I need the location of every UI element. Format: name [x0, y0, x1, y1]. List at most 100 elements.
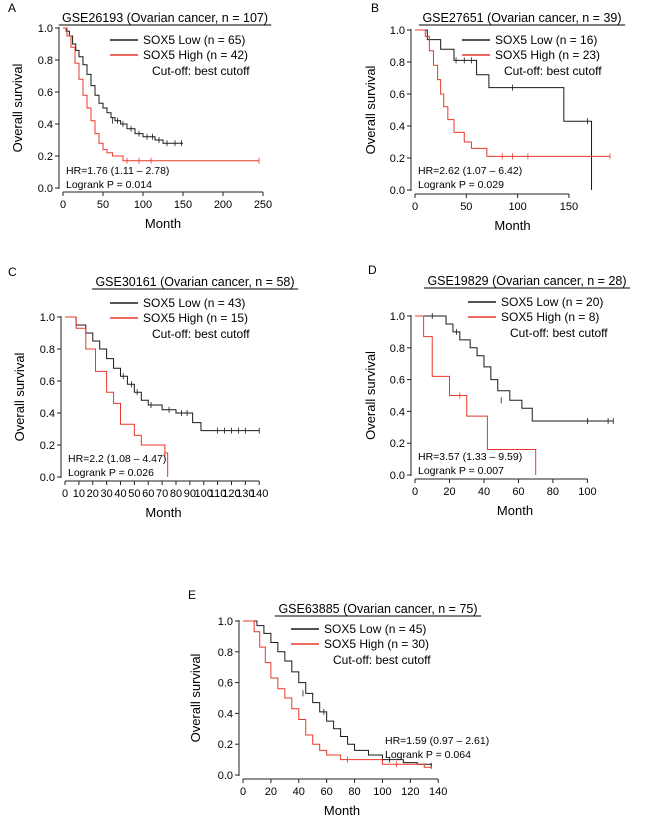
panel-c-ylabel: Overall survival — [12, 352, 27, 441]
panel-e-x-tick-label: 0 — [240, 786, 246, 798]
panel-a-y-tick-label: 1.0 — [38, 23, 53, 35]
panel-d-cutoff: Cut-off: best cutoff — [510, 326, 608, 340]
panel-c-x-tick-label: 10 — [73, 488, 85, 500]
panel-b-y-tick-label: 0.4 — [390, 121, 405, 133]
panel-e-y-tick-label: 0.4 — [218, 708, 233, 720]
panel-d-curve-high — [415, 315, 537, 475]
panel-b-y-tick-label: 0.8 — [390, 57, 405, 69]
panel-d-x-tick-label: 0 — [412, 486, 418, 498]
panel-c-logrank: Logrank P = 0.026 — [68, 467, 154, 479]
panel-e-curve-high — [243, 620, 432, 768]
panel-d-x-tick-label: 40 — [478, 486, 490, 498]
panel-a-ylabel: Overall survival — [10, 63, 25, 152]
panel-c-y-tick-label: 0.2 — [40, 440, 55, 452]
panel-e-curve-low — [243, 620, 432, 766]
panel-e-hr: HR=1.59 (0.97 – 2.61) — [385, 735, 489, 747]
panel-a-title: GSE26193 (Ovarian cancer, n = 107) — [62, 11, 268, 25]
panel-c-title: GSE30161 (Ovarian cancer, n = 58) — [95, 275, 294, 289]
panel-e-x-tick-label: 120 — [401, 786, 419, 798]
panel-e-x-tick-label: 40 — [293, 786, 305, 798]
panel-c-label: C — [8, 265, 17, 279]
panel-c-x-tick-label: 0 — [62, 488, 68, 500]
panel-e-x-tick-label: 60 — [321, 786, 333, 798]
panel-c-x-tick-label: 70 — [156, 488, 168, 500]
panel-c-x-tick-label: 80 — [170, 488, 182, 500]
panel-b-y-tick-label: 0.0 — [390, 185, 405, 197]
panel-a-x-tick-label: 100 — [134, 199, 152, 211]
panel-a-y-tick-label: 0.6 — [38, 87, 53, 99]
panel-d-y-tick-label: 0.4 — [390, 406, 405, 418]
panel-a-x-tick-label: 0 — [60, 199, 66, 211]
panel-e-label: E — [188, 588, 196, 602]
panel-d-y-tick-label: 0.8 — [390, 343, 405, 355]
panel-e-x-tick-label: 140 — [429, 786, 447, 798]
panel-b-label: B — [371, 1, 379, 15]
panel-c-hr: HR=2.2 (1.08 – 4.47) — [68, 453, 166, 465]
panel-b-logrank: Logrank P = 0.029 — [418, 179, 504, 191]
panel-a-x-tick-label: 200 — [214, 199, 232, 211]
panel-c-x-tick-label: 110 — [209, 488, 227, 500]
panel-c-x-tick-label: 40 — [114, 488, 126, 500]
panel-a-x-tick-label: 150 — [174, 199, 192, 211]
panel-e-legend-entry-low: SOX5 Low (n = 45) — [324, 622, 426, 636]
panel-d-label: D — [368, 263, 377, 277]
panel-c-curve-low — [65, 316, 260, 432]
panel-d-x-tick-label: 100 — [578, 486, 596, 498]
panel-d-xlabel: Month — [497, 503, 533, 518]
panel-c-x-tick-label: 60 — [142, 488, 154, 500]
panel-c-x-tick-label: 90 — [184, 488, 196, 500]
panel-d-y-tick-label: 1.0 — [390, 311, 405, 323]
panel-d-y-tick-label: 0.2 — [390, 438, 405, 450]
panel-e-logrank: Logrank P = 0.064 — [385, 749, 471, 761]
panel-d-curve-low — [415, 315, 614, 422]
panel-b-y-tick-label: 0.6 — [390, 89, 405, 101]
panel-d-x-tick-label: 80 — [547, 486, 559, 498]
panel-b-x-tick-label: 150 — [560, 201, 578, 213]
panel-d-legend-entry-high: SOX5 High (n = 8) — [501, 310, 599, 324]
panel-c-curve-high — [65, 316, 169, 477]
panel-c-x-tick-label: 30 — [100, 488, 112, 500]
panel-e-legend-entry-high: SOX5 High (n = 30) — [324, 637, 429, 651]
panel-d-logrank: Logrank P = 0.007 — [418, 465, 504, 477]
panel-e-x-tick-label: 20 — [265, 786, 277, 798]
panel-a-hr: HR=1.76 (1.11 – 2.78) — [66, 165, 169, 177]
panel-b-curve-high — [415, 29, 610, 157]
panel-e-xlabel: Month — [324, 803, 360, 818]
panel-d-ylabel: Overall survival — [363, 351, 378, 440]
panel-d-legend-entry-low: SOX5 Low (n = 20) — [501, 295, 603, 309]
panel-a-y-tick-label: 0.4 — [38, 119, 53, 131]
panel-c-x-tick-label: 130 — [236, 488, 254, 500]
panel-c-y-tick-label: 0.8 — [40, 344, 55, 356]
panel-b-legend-entry-low: SOX5 Low (n = 16) — [495, 33, 597, 47]
panel-a-legend-entry-low: SOX5 Low (n = 65) — [143, 33, 245, 47]
panel-e-y-tick-label: 0.0 — [218, 770, 233, 782]
panel-b-legend-entry-high: SOX5 High (n = 23) — [495, 48, 600, 62]
panel-d-x-tick-label: 60 — [512, 486, 524, 498]
panel-a-curve-high — [63, 27, 259, 162]
panel-d-title: GSE19829 (Ovarian cancer, n = 28) — [427, 274, 626, 288]
panel-a-xlabel: Month — [145, 216, 181, 231]
panel-a-x-tick-label: 50 — [97, 199, 109, 211]
panel-c-y-tick-label: 0.4 — [40, 408, 55, 420]
panel-e-ylabel: Overall survival — [188, 653, 203, 742]
panel-c-cutoff: Cut-off: best cutoff — [152, 327, 250, 341]
panel-c-x-tick-label: 20 — [87, 488, 99, 500]
panel-b-cutoff: Cut-off: best cutoff — [504, 64, 602, 78]
panel-b-curve-low — [415, 29, 593, 190]
panel-e-cutoff: Cut-off: best cutoff — [333, 653, 431, 667]
panel-a-y-tick-label: 0.0 — [38, 183, 53, 195]
panel-a-curve-low — [63, 27, 183, 144]
panel-c-x-tick-label: 140 — [250, 488, 268, 500]
panel-b-xlabel: Month — [494, 218, 530, 233]
panel-c-y-tick-label: 1.0 — [40, 312, 55, 324]
panel-b-x-tick-label: 0 — [412, 201, 418, 213]
panel-b-hr: HR=2.62 (1.07 – 6.42) — [418, 165, 522, 177]
panel-b-ylabel: Overall survival — [363, 65, 378, 154]
panel-d-x-tick-label: 20 — [443, 486, 455, 498]
panel-c-legend-entry-high: SOX5 High (n = 15) — [143, 311, 248, 325]
panel-a-legend-entry-high: SOX5 High (n = 42) — [143, 48, 248, 62]
panel-a-x-tick-label: 250 — [254, 199, 272, 211]
panel-a-y-tick-label: 0.2 — [38, 151, 53, 163]
panel-e-y-tick-label: 0.8 — [218, 647, 233, 659]
